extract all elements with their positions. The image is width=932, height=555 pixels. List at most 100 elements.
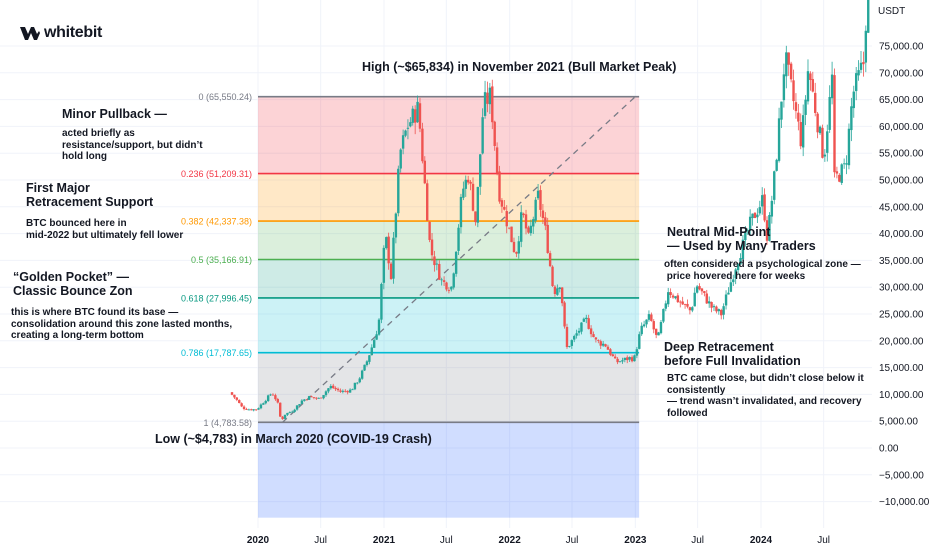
candle-body [616, 358, 619, 363]
fib-label-2: 0.382 (42,337.38) [181, 217, 252, 227]
fib-zone-fills [258, 96, 640, 518]
y-tick-label: 0.00 [879, 444, 899, 455]
fib-label-3: 0.5 (35,166.91) [191, 255, 252, 265]
candle-body [491, 86, 494, 123]
candle-body [587, 318, 590, 329]
fib-label-5: 0.786 (17,787.65) [181, 348, 252, 358]
candle-body [286, 412, 289, 415]
candle-body [560, 287, 564, 304]
candle-body [623, 357, 627, 360]
candle-body [732, 279, 735, 283]
candle-body [700, 288, 704, 292]
candle-body [457, 227, 460, 251]
trend-line-dashed [282, 96, 636, 423]
candle-body [669, 292, 672, 296]
candle-body [462, 188, 465, 198]
candle-body [683, 304, 687, 305]
candle-body [281, 416, 284, 420]
trend-line [282, 96, 636, 423]
candle-body [664, 303, 667, 309]
candle-body [447, 289, 451, 291]
x-tick-label: 2021 [373, 535, 396, 546]
fib-level-labels: 0 (65,550.24) 0.236 (51,209.31) 0.382 (42,… [181, 92, 252, 428]
candle-body [279, 402, 282, 417]
annotation-neutral-mid-title: Neutral Mid-Point — Used by Many Traders [667, 225, 816, 253]
candle-body [250, 409, 253, 411]
candle-body [351, 389, 354, 391]
candle-body [238, 400, 241, 404]
x-tick-label: Jul [691, 535, 704, 546]
candle-body [266, 395, 270, 402]
candle-body [259, 404, 263, 409]
candle-body [479, 154, 482, 187]
candle-body [372, 340, 376, 348]
candle-body [421, 128, 424, 162]
candle-body [657, 332, 660, 336]
candle-body [548, 253, 552, 267]
y-tick-label: 55,000.00 [879, 149, 924, 160]
x-tick-label: 2023 [624, 535, 647, 546]
candle-body [252, 409, 255, 411]
candle-body [476, 186, 480, 223]
candle-body [556, 288, 559, 295]
fib-label-0: 0 (65,550.24) [198, 92, 252, 102]
candle-body [842, 163, 846, 165]
y-tick-label: 45,000.00 [879, 202, 924, 213]
candle-body [283, 414, 287, 419]
y-tick-label: 15,000.00 [879, 363, 924, 374]
candle-body [305, 399, 308, 401]
candle-body [765, 220, 769, 241]
candle-body [341, 390, 345, 392]
candle-body [358, 378, 361, 383]
annotation-low: Low (~$4,783) in March 2020 (COVID-19 Cr… [155, 432, 432, 446]
y-axis-background [872, 0, 932, 550]
candle-body [488, 87, 492, 105]
candle-body [806, 71, 810, 102]
y-axis: −10,000.00 −5,000.00 0.00 5,000.00 10,000.00… [872, 0, 932, 550]
candle-body [380, 283, 383, 320]
candle-body [240, 403, 243, 407]
candle-body [389, 263, 393, 279]
candle-body [291, 411, 294, 413]
candle-body [760, 195, 764, 207]
candle-body [804, 99, 807, 115]
candle-body [520, 212, 523, 242]
candle-body [688, 307, 692, 311]
candle-body [652, 321, 655, 330]
candle-body [818, 126, 822, 134]
candle-body [705, 293, 708, 304]
candle-body [262, 403, 265, 405]
candle-body [582, 318, 586, 322]
candle-body [729, 282, 733, 292]
candle-body [568, 346, 571, 348]
candle-body [298, 404, 301, 406]
candle-body [348, 389, 352, 393]
candle-body [739, 258, 742, 265]
candle-body [235, 397, 239, 400]
candle-body [413, 109, 417, 123]
candle-body [486, 92, 489, 104]
candle-body [230, 392, 234, 395]
candle-body [452, 273, 455, 288]
y-tick-label: −5,000.00 [879, 470, 924, 481]
candle-body [717, 309, 721, 312]
candle-body [558, 287, 561, 290]
candle-body [707, 301, 711, 304]
candle-body [857, 70, 860, 76]
candle-body [336, 388, 340, 391]
candle-body [551, 266, 554, 287]
candle-body [592, 334, 595, 338]
candle-body [833, 75, 836, 173]
candle-body [271, 394, 275, 396]
candle-body [789, 63, 793, 80]
candle-body [247, 409, 251, 411]
x-tick-label: Jul [566, 535, 579, 546]
x-axis: 2020 Jul 2021 Jul 2022 Jul 2023 Jul 2024 Jul [0, 528, 932, 550]
candle-body [724, 294, 728, 306]
candle-body [500, 200, 504, 207]
candle-body [334, 387, 337, 390]
fib-zone-0 [258, 96, 640, 174]
candle-body [621, 360, 624, 362]
candle-body [339, 390, 342, 392]
currency-label: USDT [878, 6, 906, 17]
